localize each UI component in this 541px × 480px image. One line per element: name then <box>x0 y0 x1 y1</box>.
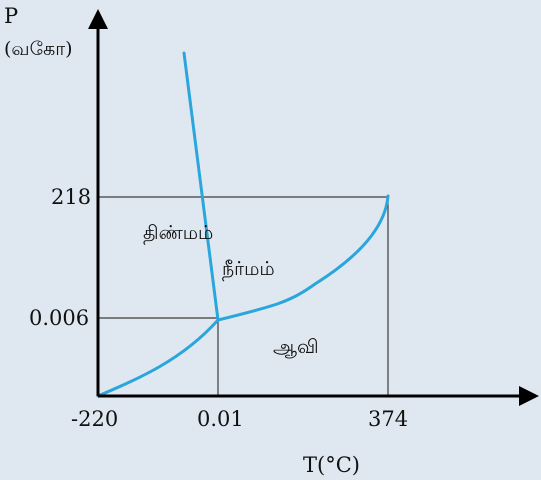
region-label-vapour: ஆவி <box>273 336 319 358</box>
vaporization-curve <box>216 194 390 322</box>
melting-curve <box>182 51 220 322</box>
sublimation-curve <box>96 318 220 398</box>
x-tick-001: 0.01 <box>197 407 244 431</box>
y-tick-218: 218 <box>51 185 91 209</box>
y-axis-symbol: P <box>4 4 18 28</box>
x-axis-arrowhead <box>519 386 539 406</box>
y-axis-arrowhead <box>88 9 108 29</box>
region-label-liquid: நீர்மம் <box>222 258 275 281</box>
x-tick-minus220: -220 <box>71 407 118 431</box>
x-tick-374: 374 <box>368 407 408 431</box>
region-label-solid: திண்மம் <box>143 222 213 245</box>
y-tick-0006: 0.006 <box>29 306 89 330</box>
y-axis-unit: (வகோ) <box>4 38 73 60</box>
x-axis-label: T(°C) <box>303 453 360 477</box>
